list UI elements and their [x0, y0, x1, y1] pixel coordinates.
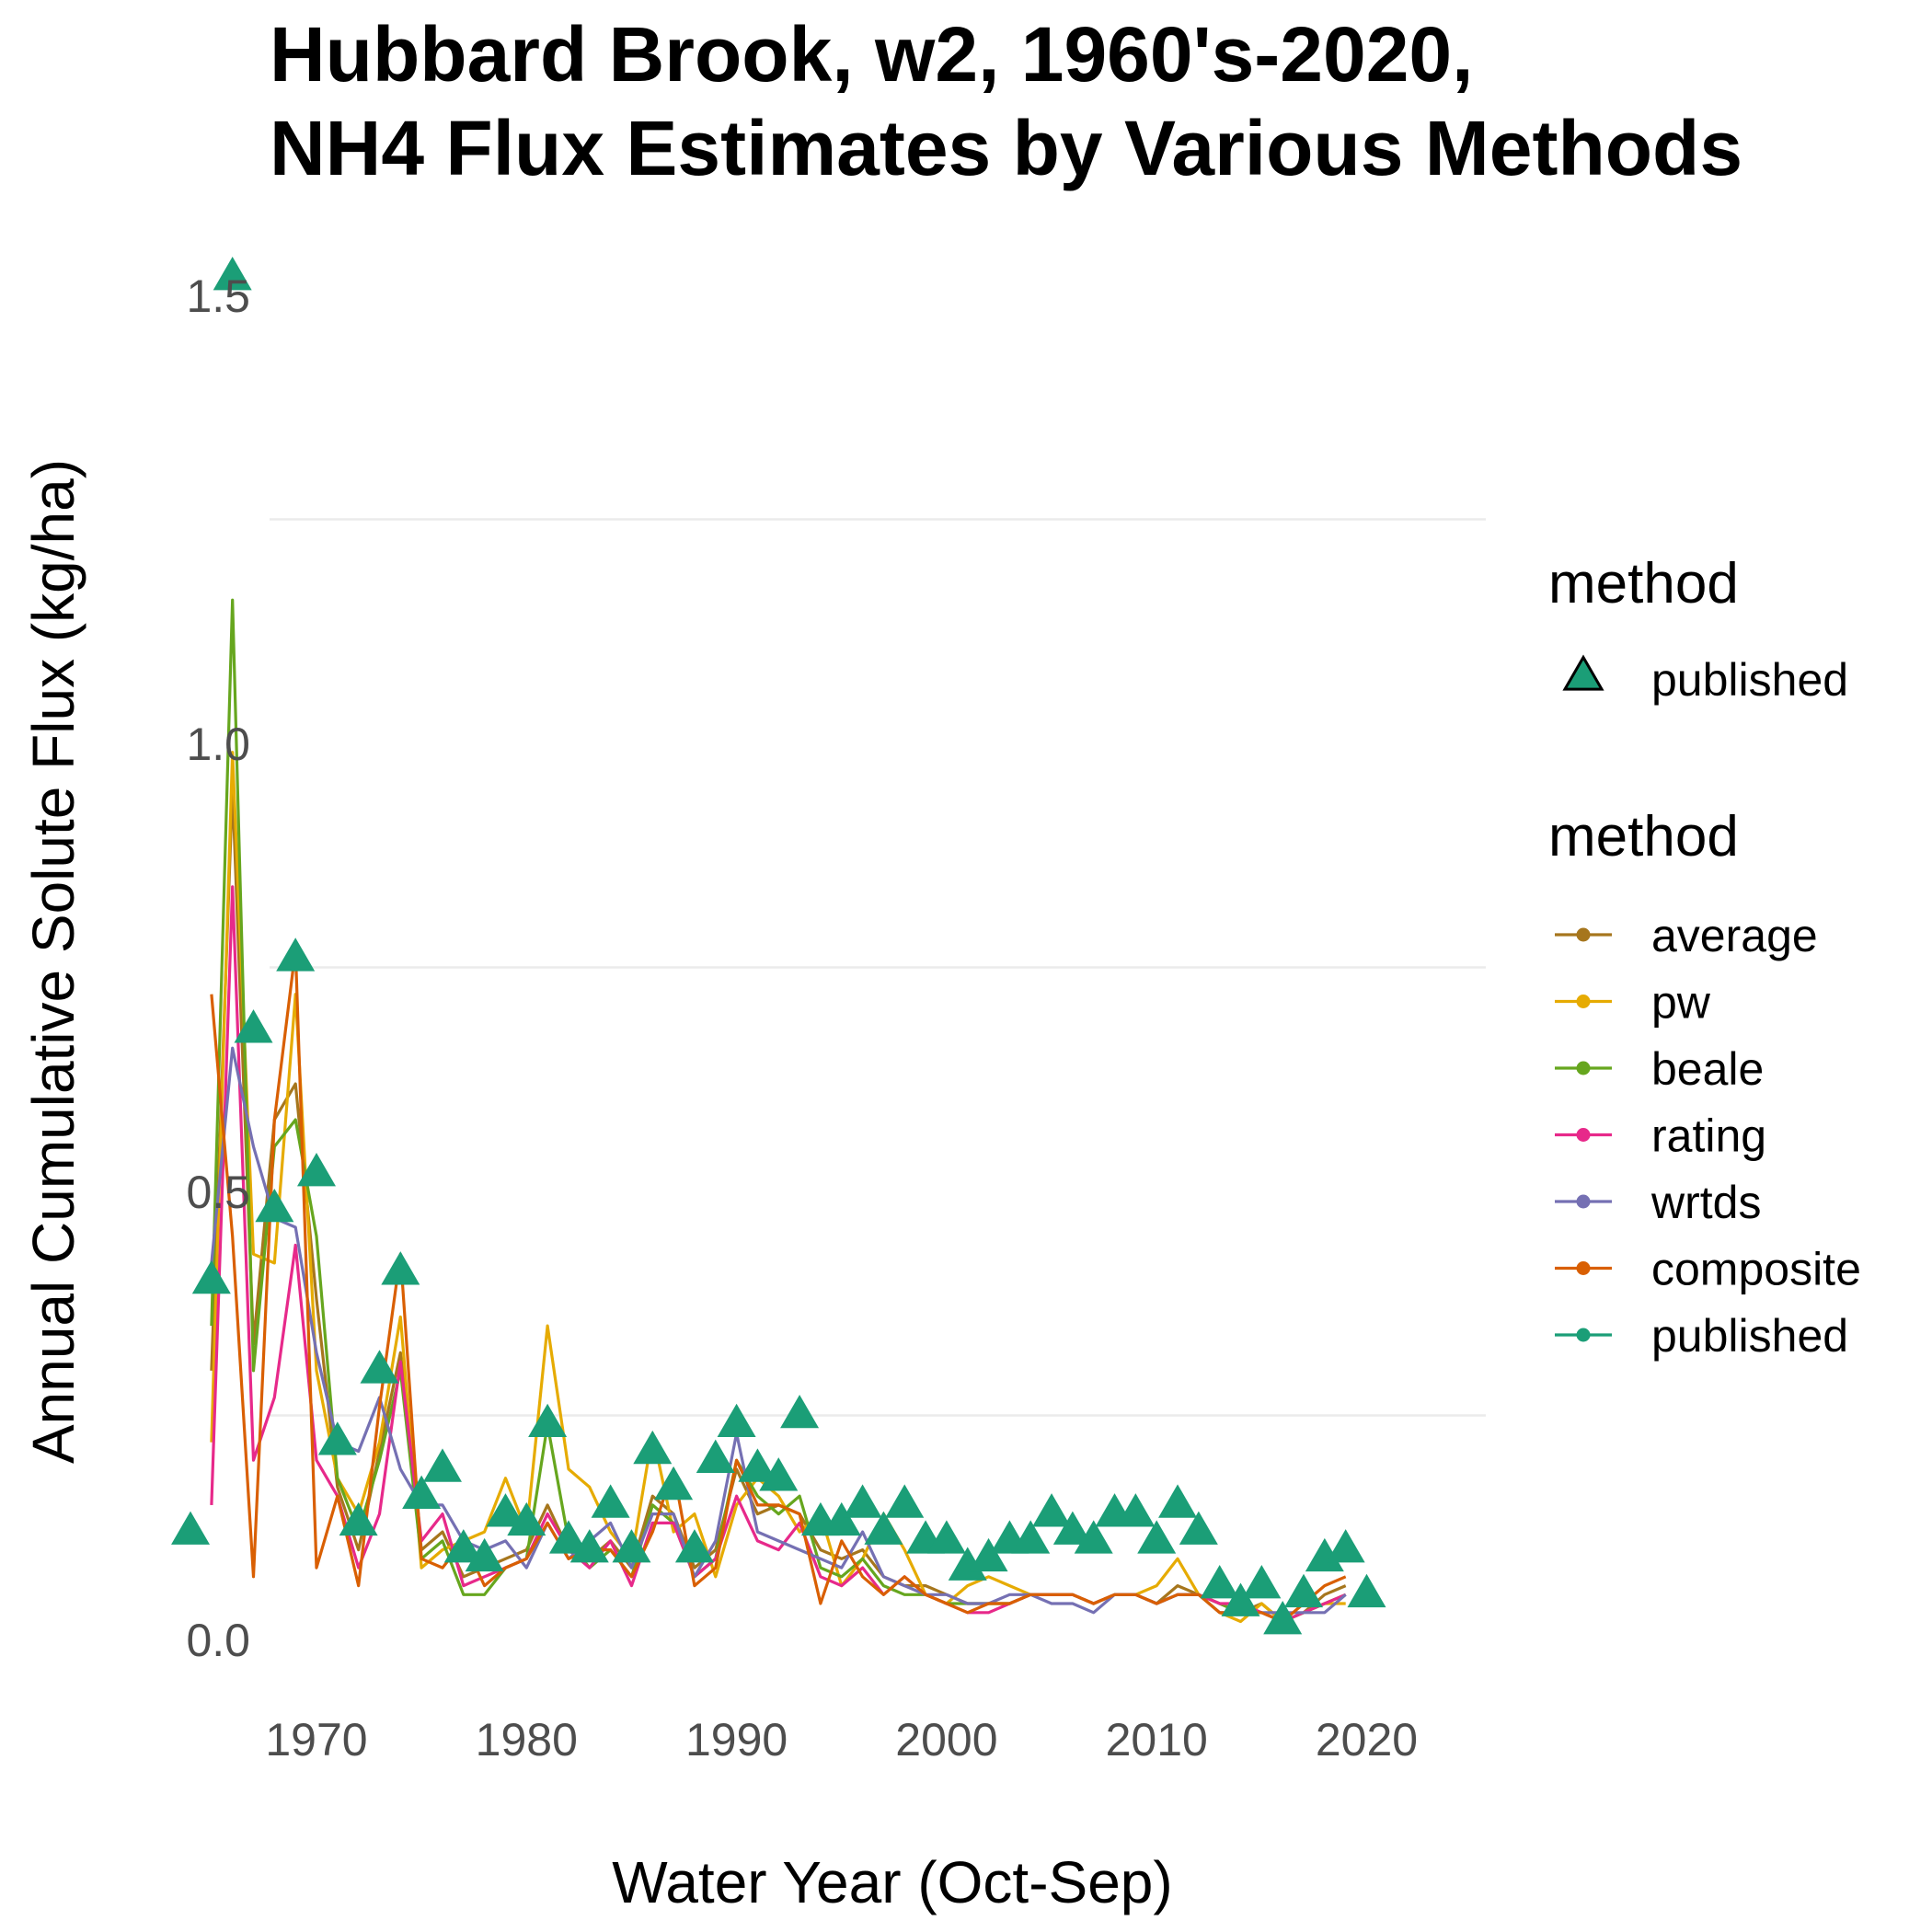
published-point [1242, 1565, 1282, 1599]
published-point [843, 1484, 882, 1518]
x-tick-label: 1990 [685, 1714, 788, 1765]
published-point [780, 1394, 820, 1429]
published-point [654, 1466, 694, 1501]
published-point [1200, 1565, 1239, 1599]
series-line-pw [210, 751, 1346, 1624]
published-point [486, 1493, 525, 1527]
published-point [674, 1529, 714, 1563]
published-point [926, 1520, 966, 1554]
published-point [696, 1439, 735, 1474]
legend-key-dot-composite [1576, 1261, 1591, 1275]
legend-label-published: published [1651, 1310, 1848, 1362]
series-line-wrtds [210, 1046, 1347, 1615]
legend-key-dot-published [1576, 1328, 1591, 1342]
published-point [213, 256, 252, 291]
published-point [569, 1529, 609, 1563]
published-point [759, 1457, 799, 1491]
y-tick-label: 1.0 [186, 719, 250, 770]
legend-lines-title: method [1548, 805, 1739, 868]
legend-key-dot-wrtds [1576, 1194, 1591, 1209]
x-tick-label: 2020 [1316, 1714, 1418, 1765]
x-tick-label: 2010 [1106, 1714, 1208, 1765]
published-point [234, 1009, 273, 1043]
published-point [885, 1484, 925, 1518]
published-point [612, 1529, 651, 1563]
published-point [381, 1251, 420, 1285]
published-point [402, 1475, 442, 1509]
published-point [297, 1152, 336, 1187]
published-point [822, 1501, 861, 1536]
chart-title-line-2: NH4 Flux Estimates by Various Methods [270, 105, 1742, 191]
published-point [1326, 1529, 1365, 1563]
published-point [443, 1529, 483, 1563]
published-point [1011, 1520, 1051, 1554]
legend: method method published average pw beale rat… [1548, 552, 1861, 1362]
grid-lines [270, 518, 1486, 1417]
published-point [633, 1430, 673, 1465]
y-tick-label: 1.5 [186, 270, 250, 322]
x-axis-ticks: 1970 1980 1990 2000 2010 2020 [265, 1714, 1418, 1765]
legend-label-wrtds: wrtds [1650, 1177, 1761, 1228]
published-point [360, 1350, 399, 1384]
published-point [507, 1501, 546, 1536]
legend-label-published-points: published [1651, 654, 1848, 706]
published-point [255, 1188, 294, 1223]
published-point [191, 1259, 231, 1294]
x-axis-title: Water Year (Oct-Sep) [612, 1849, 1172, 1915]
legend-key-dot-beale [1576, 1061, 1591, 1075]
published-point [948, 1547, 987, 1581]
published-point [738, 1448, 777, 1482]
published-point [548, 1520, 588, 1554]
published-point [1284, 1573, 1324, 1608]
legend-label-average: average [1651, 910, 1818, 961]
published-point [1221, 1582, 1260, 1616]
x-tick-label: 1970 [265, 1714, 367, 1765]
published-point [1158, 1484, 1198, 1518]
published-point [717, 1403, 756, 1438]
x-tick-label: 2000 [895, 1714, 997, 1765]
published-point [276, 937, 316, 972]
published-point [465, 1537, 504, 1572]
legend-points-title: method [1548, 552, 1739, 615]
legend-label-rating: rating [1651, 1110, 1766, 1162]
published-point [1074, 1520, 1113, 1554]
series-lines [210, 598, 1347, 1624]
y-tick-label: 0.0 [186, 1615, 250, 1666]
published-point [591, 1484, 630, 1518]
legend-key-dot-average [1576, 927, 1591, 942]
legend-label-pw: pw [1651, 977, 1711, 1029]
published-point [1052, 1511, 1092, 1545]
y-axis-ticks: 0.0 0.5 1.0 1.5 [186, 270, 250, 1666]
published-point [864, 1511, 903, 1545]
chart-title-line-1: Hubbard Brook, w2, 1960's-2020, [270, 11, 1473, 98]
published-point [317, 1421, 357, 1455]
legend-key-dot-rating [1576, 1128, 1591, 1142]
published-points [171, 256, 1386, 1635]
legend-label-composite: composite [1651, 1244, 1861, 1295]
y-axis-title: Annual Cumulative Solute Flux (kg/ha) [20, 459, 86, 1464]
published-point [1116, 1493, 1156, 1527]
published-point [1263, 1600, 1303, 1635]
published-point [171, 1511, 211, 1545]
published-point [1179, 1511, 1218, 1545]
published-point [1305, 1537, 1344, 1572]
series-line-composite [210, 948, 1347, 1624]
published-point [422, 1448, 462, 1482]
legend-key-published-triangle [1562, 654, 1604, 691]
legend-key-dot-pw [1576, 995, 1591, 1008]
x-tick-label: 1980 [476, 1714, 578, 1765]
published-point [1137, 1520, 1177, 1554]
published-point [1032, 1493, 1072, 1527]
y-tick-label: 0.5 [186, 1167, 250, 1218]
legend-label-beale: beale [1651, 1043, 1764, 1095]
published-point [969, 1537, 1008, 1572]
published-point [1347, 1573, 1386, 1608]
published-point [339, 1501, 378, 1536]
published-point [528, 1403, 568, 1438]
